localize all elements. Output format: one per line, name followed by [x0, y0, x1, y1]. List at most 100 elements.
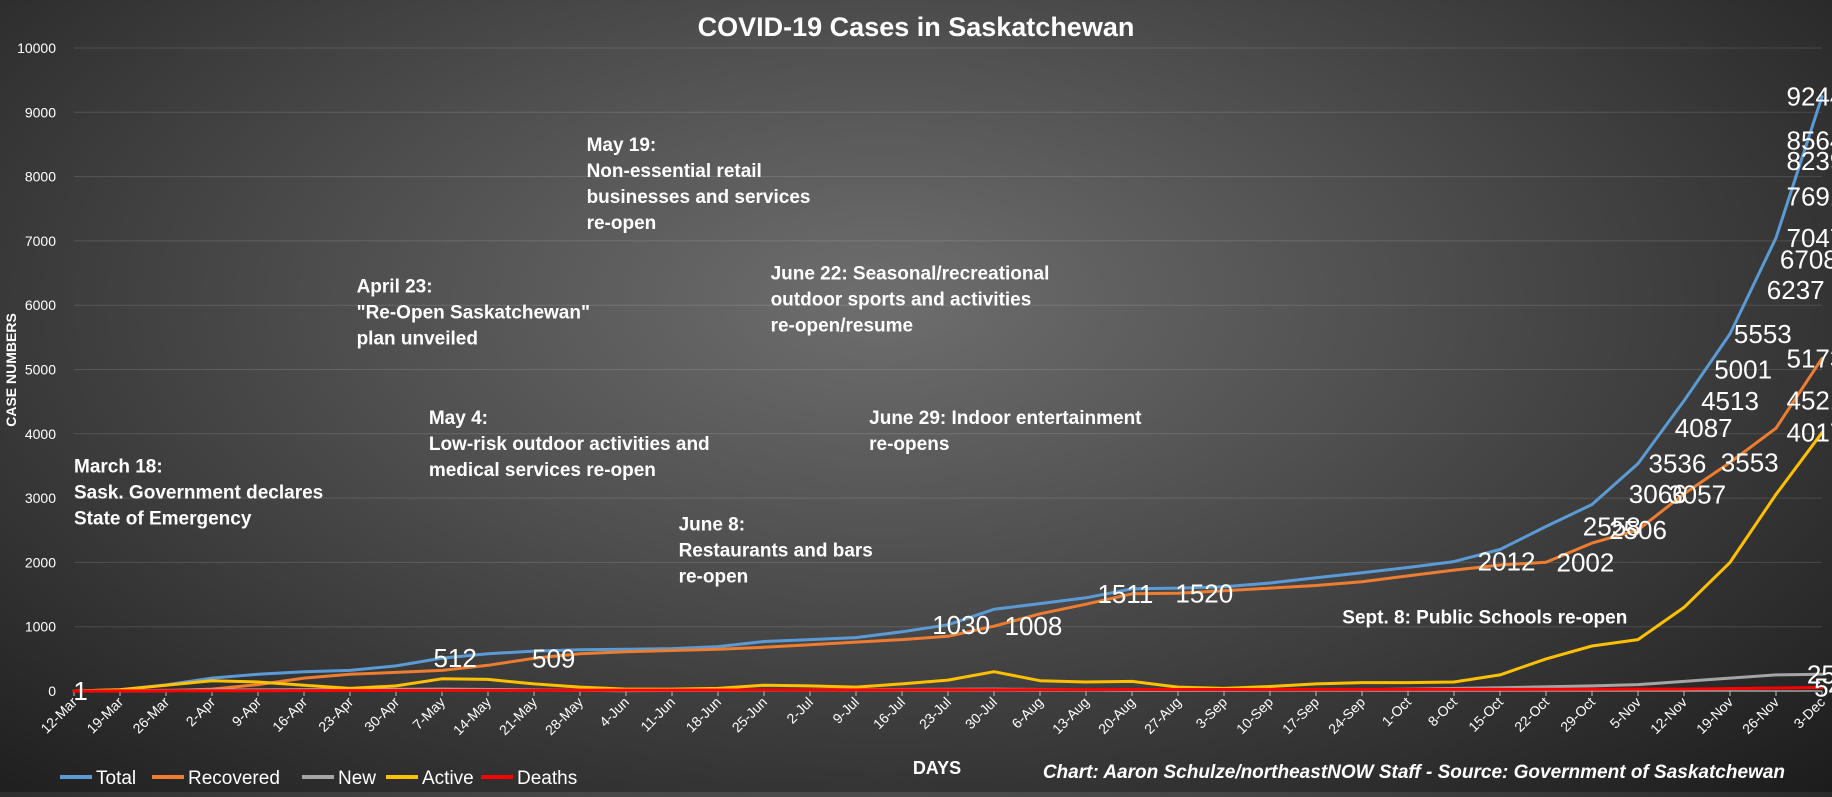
data-label: 3057 [1668, 479, 1726, 509]
y-tick-label: 2000 [25, 554, 56, 570]
x-tick-label: 16-Jul [870, 694, 908, 732]
event-annotation: June 8: Restaurants and bars re-open [679, 514, 873, 587]
x-tick-label: 30-Jul [962, 694, 1000, 732]
data-label: 6708 [1780, 245, 1832, 275]
annotation-line: Low-risk outdoor activities and [429, 434, 710, 455]
legend-item-total[interactable]: Total [60, 768, 136, 789]
y-tick-label: 10000 [17, 40, 56, 56]
data-label: 2506 [1609, 515, 1667, 545]
data-label: 259 [1807, 659, 1832, 689]
x-tick-label: 17-Sep [1279, 694, 1322, 737]
data-label: 2558 [1583, 512, 1641, 542]
legend-label: Active [422, 768, 474, 789]
series-lines [72, 95, 1824, 693]
annotation-line: June 8: [679, 514, 746, 535]
event-annotation: Sept. 8: Public Schools re-open [1342, 607, 1627, 628]
chart-credit: Chart: Aaron Schulze/northeastNOW Staff … [1043, 762, 1785, 783]
x-tick-label: 2-Jul [783, 694, 816, 727]
event-annotation: March 18: Sask. Government declares State … [74, 456, 323, 529]
y-tick-label: 4000 [25, 426, 56, 442]
data-label: 7691 [1787, 181, 1832, 211]
x-tick-label: 13-Aug [1049, 694, 1092, 737]
annotation-line: businesses and services [587, 187, 811, 208]
annotation-line: State of Emergency [74, 508, 252, 529]
data-label: 512 [433, 643, 476, 673]
x-tick-label: 29-Oct [1557, 694, 1598, 735]
annotation-line: June 22: Seasonal/recreational [771, 263, 1050, 284]
event-annotation: June 29: Indoor entertainment re-opens [869, 408, 1142, 455]
y-tick-label: 3000 [25, 490, 56, 506]
x-tick-label: 1-Oct [1379, 694, 1415, 730]
annotation-line: "Re-Open Saskatchewan" [357, 302, 590, 323]
data-label: 8239 [1787, 146, 1832, 176]
annotation-line: re-opens [869, 434, 949, 455]
data-label: 1511 [1097, 579, 1153, 609]
data-label: 9244 [1787, 82, 1832, 112]
event-annotations: March 18: Sask. Government declares State … [74, 135, 1627, 629]
data-label: 4513 [1701, 386, 1759, 416]
data-label: 1030 [932, 610, 990, 640]
data-label: 2012 [1478, 547, 1536, 577]
event-annotation: April 23: "Re-Open Saskatchewan" plan unve… [357, 276, 590, 349]
x-tick-label: 7-May [409, 694, 448, 733]
event-annotation: May 4: Low-risk outdoor activities and med… [429, 408, 710, 481]
annotation-line: March 18: [74, 456, 163, 477]
event-annotation: May 19: Non-essential retail businesses an… [587, 135, 811, 234]
x-tick-label: 24-Sep [1325, 694, 1368, 737]
x-tick-label: 28-May [542, 694, 586, 738]
x-tick-label: 9-Apr [229, 694, 265, 730]
annotation-line: Restaurants and bars [679, 540, 873, 561]
data-label: 4087 [1675, 413, 1733, 443]
y-tick-label: 8000 [25, 169, 56, 185]
x-tick-label: 22-Oct [1511, 694, 1552, 735]
annotation-line: May 19: [587, 135, 657, 156]
y-tick-label: 6000 [25, 297, 56, 313]
annotation-line: June 29: Indoor entertainment [869, 408, 1142, 429]
y-tick-label: 9000 [25, 104, 56, 120]
y-tick-label: 0 [48, 683, 56, 699]
x-tick-label: 23-Apr [315, 694, 356, 735]
event-annotation: June 22: Seasonal/recreational outdoor sp… [771, 263, 1050, 336]
annotation-line: re-open [679, 566, 749, 587]
legend-item-recovered[interactable]: Recovered [152, 768, 280, 789]
annotation-line: May 4: [429, 408, 488, 429]
annotation-line: re-open [587, 213, 657, 234]
x-tick-label: 4-Jun [596, 694, 632, 730]
series-line-deaths [72, 686, 1824, 693]
x-tick-label: 18-Jun [683, 694, 725, 736]
x-tick-label: 10-Sep [1233, 694, 1276, 737]
data-label: 3553 [1721, 448, 1779, 478]
y-tick-label: 5000 [25, 362, 56, 378]
x-tick-label: 8-Oct [1425, 694, 1461, 730]
series-line-active [72, 431, 1824, 693]
data-label: 4017 [1787, 418, 1832, 448]
series-line-total [72, 95, 1824, 693]
legend-label: Recovered [188, 768, 280, 789]
legend-item-active[interactable]: Active [386, 768, 474, 789]
annotation-line: April 23: [357, 276, 433, 297]
x-tick-label: 27-Aug [1141, 694, 1184, 737]
y-axis-ticks: 0 1000 2000 3000 4000 5000 6000 7000 8000 9000 100… [17, 40, 56, 699]
data-label: 1520 [1175, 578, 1233, 608]
annotation-line: plan unveiled [357, 328, 478, 349]
x-tick-label: 26-Mar [129, 694, 172, 737]
annotation-line: Sask. Government declares [74, 482, 323, 503]
annotation-line: outdoor sports and activities [771, 289, 1032, 310]
x-tick-label: 19-Nov [1693, 694, 1736, 737]
legend-item-deaths[interactable]: Deaths [481, 768, 577, 789]
x-tick-label: 6-Aug [1008, 694, 1046, 732]
x-tick-label: 23-Jul [916, 694, 954, 732]
legend-item-new[interactable]: New [302, 768, 376, 789]
y-tick-label: 7000 [25, 233, 56, 249]
chart-title: COVID-19 Cases in Saskatchewan [698, 12, 1135, 42]
legend-label: New [338, 768, 376, 789]
legend: Total Recovered New Active Deaths [60, 768, 577, 789]
data-label: 1 [73, 676, 87, 706]
x-tick-label: 2-Apr [183, 694, 219, 730]
data-label: 5173 [1787, 343, 1832, 373]
annotation-line: Sept. 8: Public Schools re-open [1342, 607, 1627, 628]
x-tick-label: 12-Nov [1647, 694, 1690, 737]
